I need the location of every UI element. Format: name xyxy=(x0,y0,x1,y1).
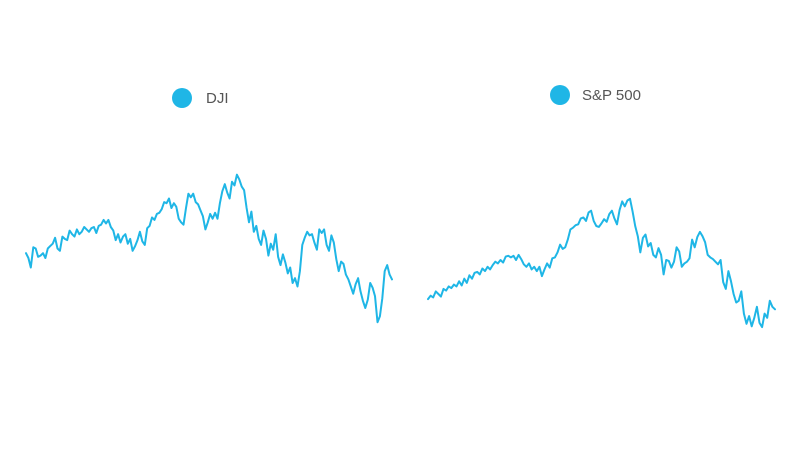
legend: DJI S&P 500 xyxy=(172,85,641,108)
legend-marker-dji xyxy=(172,88,192,108)
legend-marker-sp500 xyxy=(550,85,570,105)
legend-label-sp500: S&P 500 xyxy=(582,87,641,104)
series-line-sp500 xyxy=(427,197,776,329)
plot-area xyxy=(25,173,776,329)
series-line-dji xyxy=(25,173,393,324)
legend-label-dji: DJI xyxy=(206,90,229,107)
